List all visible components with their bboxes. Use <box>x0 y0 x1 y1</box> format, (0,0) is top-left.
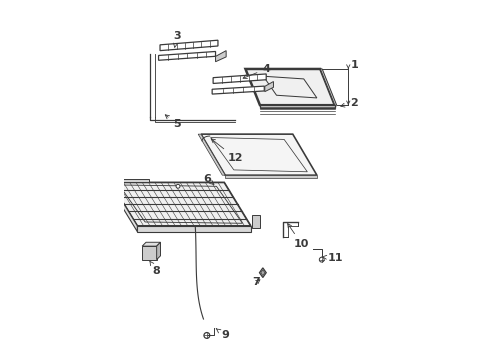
Polygon shape <box>259 268 265 278</box>
Circle shape <box>176 184 180 188</box>
Text: 9: 9 <box>216 329 229 341</box>
Text: 8: 8 <box>149 261 160 276</box>
Text: 12: 12 <box>211 139 243 163</box>
Polygon shape <box>251 215 260 228</box>
Text: 4: 4 <box>243 64 269 78</box>
Polygon shape <box>160 40 218 51</box>
Polygon shape <box>158 51 215 60</box>
Text: 2: 2 <box>340 98 357 108</box>
Text: 7: 7 <box>252 277 260 287</box>
Polygon shape <box>213 74 265 84</box>
Polygon shape <box>111 183 250 226</box>
Polygon shape <box>142 242 160 246</box>
Polygon shape <box>111 179 149 183</box>
Polygon shape <box>260 105 334 108</box>
Polygon shape <box>245 69 334 105</box>
Text: 5: 5 <box>165 115 181 130</box>
Polygon shape <box>156 242 160 260</box>
Bar <box>142 246 156 260</box>
Circle shape <box>203 333 209 338</box>
Polygon shape <box>215 51 225 62</box>
Polygon shape <box>212 86 264 94</box>
Polygon shape <box>201 134 316 175</box>
Polygon shape <box>260 270 264 276</box>
Text: 10: 10 <box>287 224 308 249</box>
Polygon shape <box>198 134 225 175</box>
Polygon shape <box>111 183 137 231</box>
Polygon shape <box>225 175 316 178</box>
Polygon shape <box>320 69 336 105</box>
Circle shape <box>319 257 324 262</box>
Text: 11: 11 <box>321 253 342 263</box>
Polygon shape <box>264 81 273 92</box>
Polygon shape <box>137 226 250 231</box>
Text: 3: 3 <box>173 31 181 47</box>
Text: 1: 1 <box>349 60 357 70</box>
Text: 6: 6 <box>203 174 213 184</box>
